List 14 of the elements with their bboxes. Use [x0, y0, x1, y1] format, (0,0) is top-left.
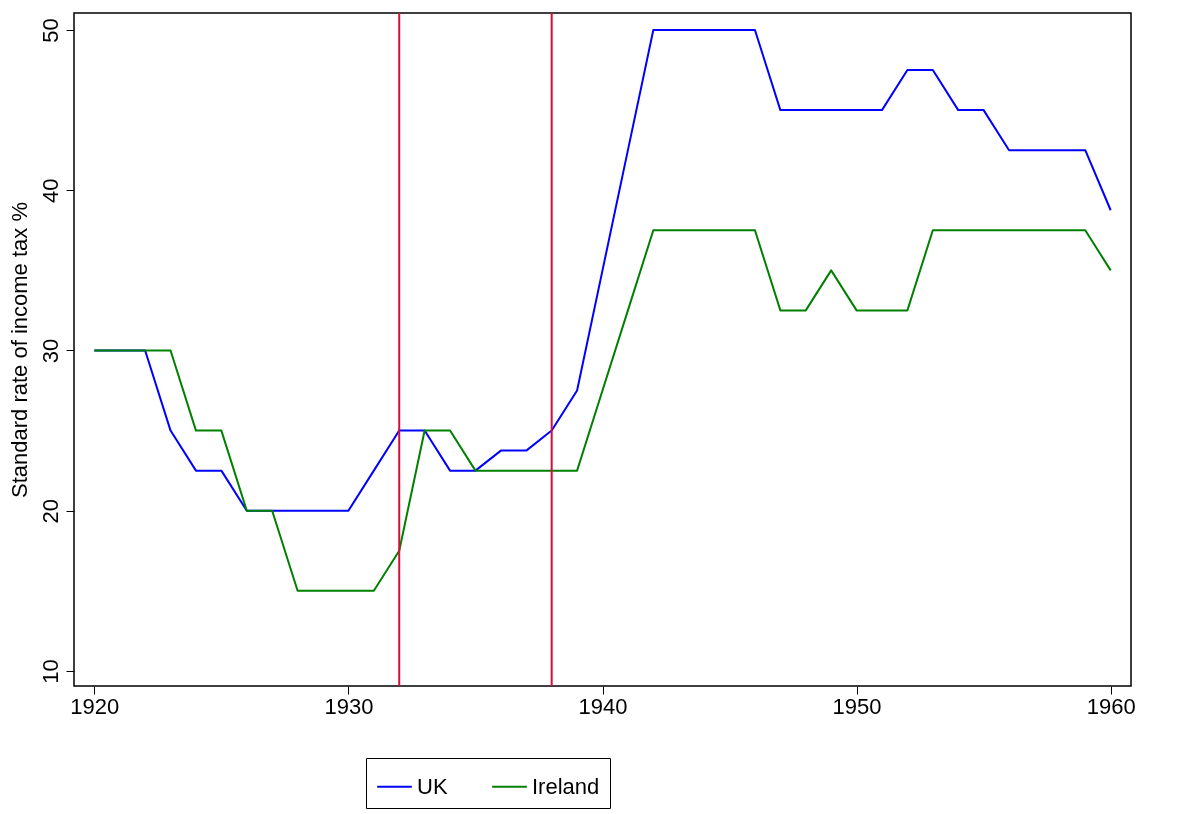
x-tick-label: 1950: [832, 693, 882, 719]
x-tick-label: 1930: [324, 693, 374, 719]
y-tick-label: 30: [37, 338, 63, 364]
x-tick-label: 1940: [578, 693, 628, 719]
legend-label: UK: [417, 773, 448, 799]
y-tick-label: 50: [37, 18, 63, 43]
y-tick-label: 10: [37, 659, 63, 684]
line-series: [93, 229, 1112, 592]
y-tick-label: 20: [37, 498, 63, 524]
y-axis-title: Standard rate of income tax %: [6, 202, 32, 498]
legend-label: Ireland: [532, 773, 600, 799]
x-tick-label: 1960: [1086, 693, 1136, 719]
x-tick-label: 1920: [70, 693, 120, 719]
y-tick-label: 40: [37, 178, 63, 203]
